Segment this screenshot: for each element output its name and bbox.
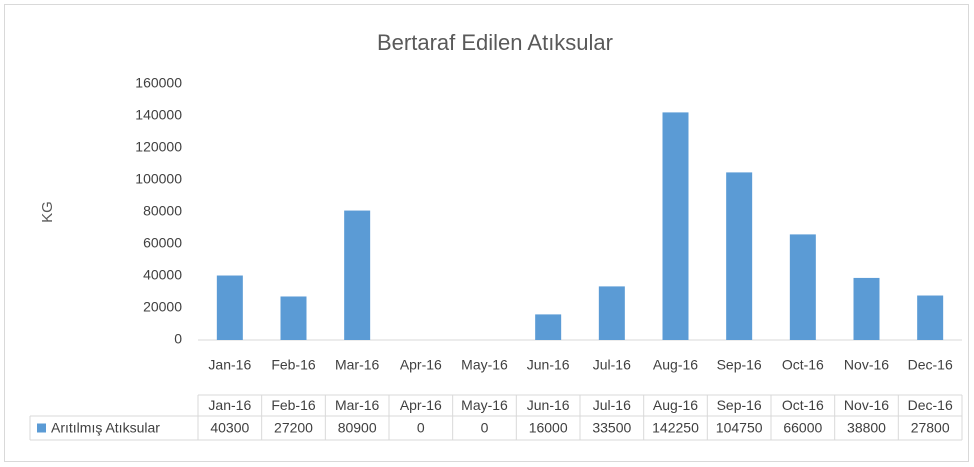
bar: [280, 296, 307, 340]
bar: [726, 172, 753, 340]
bar: [917, 295, 944, 340]
y-tick-label: 140000: [135, 107, 182, 123]
x-tick-label: Jan-16: [208, 357, 251, 373]
bar: [344, 210, 371, 340]
x-tick-label: Oct-16: [782, 357, 824, 373]
table-header: Jul-16: [593, 397, 631, 413]
x-tick-label: Aug-16: [653, 357, 698, 373]
table-value: 142250: [652, 420, 699, 436]
y-tick-label: 40000: [143, 267, 182, 283]
bar: [216, 275, 243, 340]
table-value: 16000: [529, 420, 568, 436]
table-header: Dec-16: [908, 397, 953, 413]
bar: [535, 314, 562, 340]
y-tick-label: 20000: [143, 299, 182, 315]
bar: [789, 234, 816, 340]
table-value: 27800: [911, 420, 950, 436]
table-value: 104750: [716, 420, 763, 436]
x-tick-label: Jul-16: [593, 357, 631, 373]
table-value: 33500: [592, 420, 631, 436]
y-tick-label: 80000: [143, 203, 182, 219]
y-tick-label: 0: [174, 331, 182, 347]
legend-label: Arıtılmış Atıksular: [51, 420, 160, 436]
x-tick-label: Feb-16: [271, 357, 316, 373]
table-header: Feb-16: [271, 397, 316, 413]
legend-key: [37, 423, 46, 433]
chart-border: [4, 4, 969, 462]
table-value: 27200: [274, 420, 313, 436]
x-tick-label: Apr-16: [400, 357, 442, 373]
y-tick-label: 160000: [135, 75, 182, 91]
x-tick-label: Mar-16: [335, 357, 380, 373]
table-value: 80900: [338, 420, 377, 436]
bar: [662, 112, 689, 341]
y-tick-label: 100000: [135, 171, 182, 187]
table-value: 66000: [783, 420, 822, 436]
table-header: Jun-16: [527, 397, 570, 413]
table-header: Sep-16: [717, 397, 762, 413]
y-tick-label: 120000: [135, 139, 182, 155]
y-axis-label: KG: [39, 201, 56, 223]
bar: [853, 277, 880, 340]
table-header: Jan-16: [208, 397, 251, 413]
x-tick-label: Sep-16: [717, 357, 762, 373]
table-header: Aug-16: [653, 397, 698, 413]
x-tick-label: Nov-16: [844, 357, 889, 373]
x-tick-label: Dec-16: [908, 357, 953, 373]
table-header: Apr-16: [400, 397, 442, 413]
x-tick-label: May-16: [461, 357, 508, 373]
table-header: May-16: [461, 397, 508, 413]
table-value: 0: [417, 420, 425, 436]
chart-title: Bertaraf Edilen Atıksular: [377, 30, 613, 55]
y-tick-label: 60000: [143, 235, 182, 251]
table-header: Mar-16: [335, 397, 380, 413]
table-value: 40300: [210, 420, 249, 436]
bar: [598, 286, 625, 340]
x-tick-label: Jun-16: [527, 357, 570, 373]
table-header: Nov-16: [844, 397, 889, 413]
table-header: Oct-16: [782, 397, 824, 413]
table-value: 0: [481, 420, 489, 436]
table-value: 38800: [847, 420, 886, 436]
